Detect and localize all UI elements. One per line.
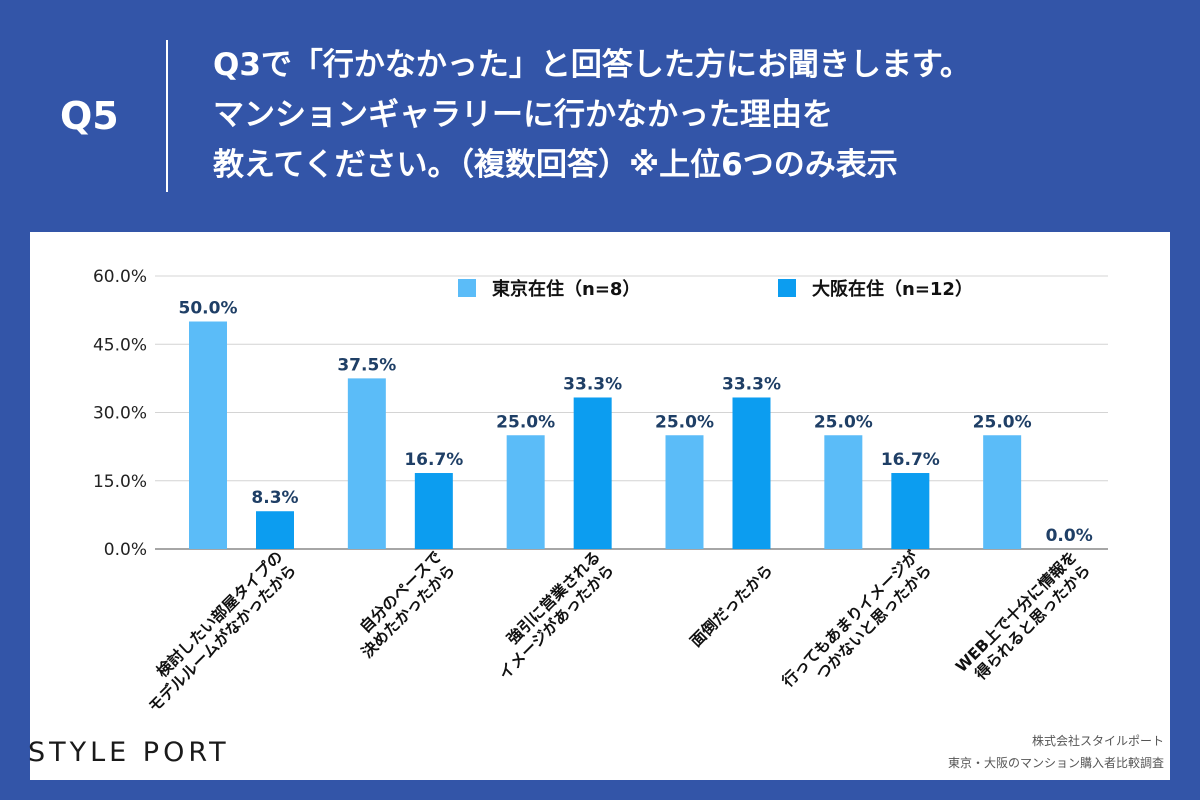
data-label: 50.0% (179, 299, 238, 319)
bar (824, 435, 863, 549)
y-tick-label: 30.0% (93, 404, 147, 424)
y-tick-label: 15.0% (93, 472, 147, 492)
question-line-2: マンションギャラリーに行かなかった理由を (213, 97, 833, 133)
bar (506, 435, 545, 549)
data-label: 8.3% (251, 488, 298, 508)
category-label-line: モデルルームがなかったから (144, 560, 300, 716)
question-number: Q5 (60, 94, 119, 138)
bar (189, 321, 227, 549)
bar (414, 473, 453, 549)
bar (347, 378, 386, 549)
bar (732, 397, 771, 549)
chart-panel: 0.0% 15.0% 30.0% 45.0% 60.0% 50.0% 8.3% 検討したい部屋… (30, 232, 1170, 780)
question-line-3: 教えてください。（複数回答）※上位6つのみ表示 (213, 147, 898, 183)
bar (983, 435, 1022, 549)
source-line-2: 東京・大阪のマンション購入者比較調査 (947, 756, 1164, 770)
data-label: 25.0% (814, 412, 873, 432)
y-tick-label: 0.0% (104, 540, 147, 560)
legend-label: 大阪在住（n=12） (812, 278, 973, 300)
data-label: 33.3% (722, 374, 781, 394)
y-tick-label: 60.0% (93, 267, 147, 287)
bar (891, 473, 930, 549)
category-label-line: 検討したい部屋タイプの (152, 547, 286, 681)
legend-swatch (778, 279, 796, 297)
category-label-line: WEB上で十分に情報を (952, 547, 1081, 676)
data-label: 37.5% (337, 355, 396, 375)
question-text: Q3で「行かなかった」と回答した方にお聞きします。 マンションギャラリーに行かな… (213, 40, 1173, 190)
data-label: 16.7% (881, 450, 940, 470)
data-label: 33.3% (563, 374, 622, 394)
question-line-1: Q3で「行かなかった」と回答した方にお聞きします。 (213, 47, 971, 83)
header-divider (166, 40, 168, 192)
data-label: 25.0% (496, 412, 555, 432)
style-port-logo: STYLE PORT (28, 737, 230, 768)
legend-swatch (458, 279, 476, 297)
data-label: 25.0% (655, 412, 714, 432)
category-label-line: 行ってもあまりイメージが (777, 547, 922, 692)
data-label: 16.7% (404, 450, 463, 470)
bar (256, 511, 294, 549)
bar-chart: 0.0% 15.0% 30.0% 45.0% 60.0% 50.0% 8.3% 検討したい部屋… (93, 267, 1108, 716)
legend-label: 東京在住（n=8） (492, 278, 640, 300)
bar (573, 397, 612, 549)
category-label-line: イメージがあったから (495, 560, 618, 683)
category-label-line: 面倒だったから (686, 560, 776, 650)
source-note: 株式会社スタイルポート 東京・大阪のマンション購入者比較調査 (948, 730, 1164, 774)
y-tick-label: 45.0% (93, 335, 147, 355)
category-label-line: 得られると思ったから (970, 560, 1094, 684)
data-label: 25.0% (973, 412, 1032, 432)
category-label-line: つかないと思ったから (813, 561, 935, 683)
category-label: 面倒だったから (686, 560, 776, 650)
bar (665, 435, 704, 549)
data-label: 0.0% (1046, 526, 1093, 546)
source-line-1: 株式会社スタイルポート (1031, 734, 1164, 748)
header: Q5 Q3で「行かなかった」と回答した方にお聞きします。 マンションギャラリーに… (0, 0, 1200, 232)
